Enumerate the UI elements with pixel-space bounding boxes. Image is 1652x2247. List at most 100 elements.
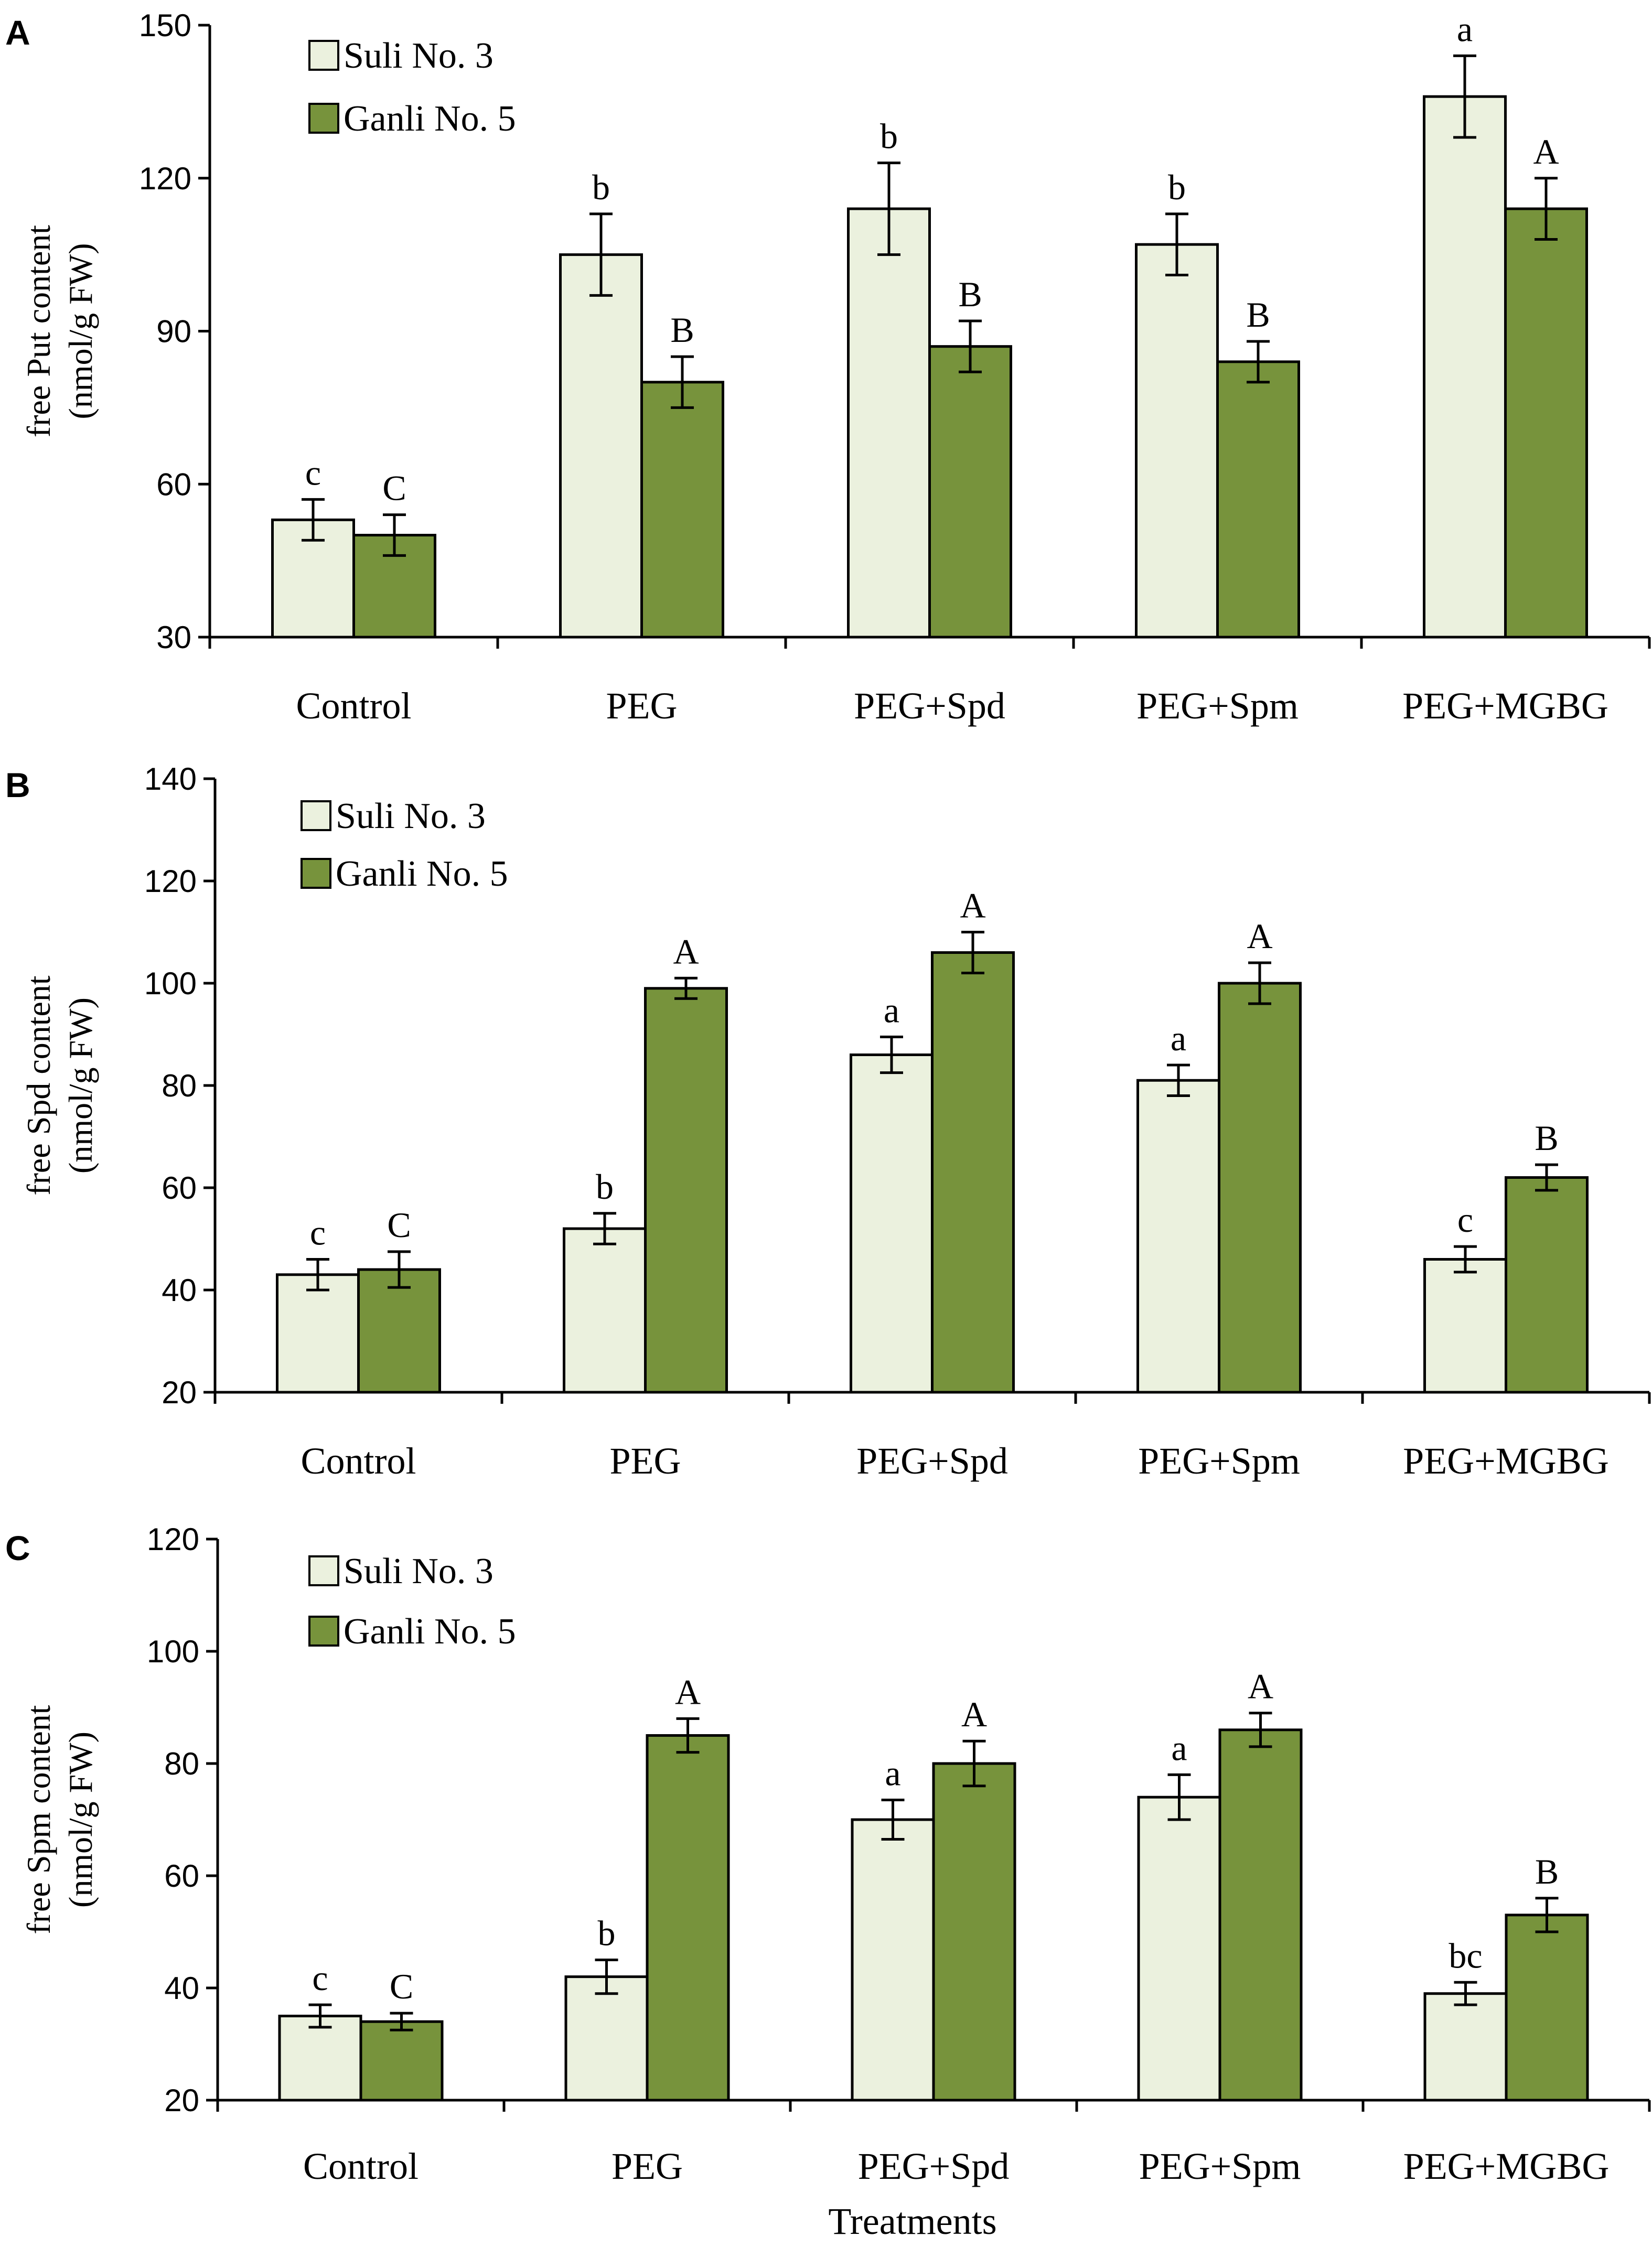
- significance-letter: b: [880, 116, 898, 156]
- significance-letter: A: [1247, 916, 1272, 956]
- bar-suli-peg-mgbg: [1423, 1258, 1507, 1394]
- significance-letter: b: [598, 1913, 616, 1953]
- y-tick-label: 30: [156, 620, 191, 655]
- y-axis-title-units: (nmol/g FW): [62, 243, 99, 420]
- legend-label-suli: Suli No. 3: [344, 1551, 494, 1592]
- y-tick-label: 60: [164, 1858, 199, 1894]
- x-tick-label: PEG: [612, 2145, 683, 2187]
- x-tick-label: PEG+Spm: [1138, 1440, 1300, 1482]
- y-tick-label: 60: [162, 1170, 197, 1206]
- bar-ganli-peg: [646, 1734, 730, 2102]
- bar-ganli-control: [357, 1268, 441, 1394]
- bar-suli-peg-mgbg: [1423, 95, 1507, 639]
- significance-letter: B: [670, 310, 694, 350]
- bar-ganli-peg-mgbg: [1505, 1913, 1589, 2102]
- legend-swatch-suli: [308, 1555, 339, 1586]
- bar-suli-peg-spd: [847, 207, 931, 639]
- x-tick-label: PEG+Spd: [854, 685, 1005, 727]
- bar-suli-peg-spm: [1135, 243, 1219, 639]
- significance-letter: A: [960, 886, 985, 926]
- y-axis-title: free Spd content: [20, 975, 57, 1196]
- bar-suli-peg: [563, 1227, 647, 1394]
- x-tick-label: PEG+Spm: [1136, 685, 1299, 727]
- y-tick-label: 120: [139, 161, 191, 196]
- y-tick-label: 60: [156, 467, 191, 502]
- bar-ganli-peg: [644, 987, 728, 1394]
- y-axis-title-units: (nmol/g FW): [62, 1732, 99, 1908]
- significance-letter: A: [961, 1694, 987, 1734]
- bar-ganli-peg-mgbg: [1505, 1176, 1589, 1394]
- significance-letter: b: [596, 1167, 614, 1207]
- significance-letter: a: [1171, 1018, 1186, 1058]
- y-axis-title-units: (nmol/g FW): [62, 997, 99, 1174]
- bar-ganli-peg-spm: [1218, 1728, 1303, 2102]
- bar-suli-peg-spd: [850, 1053, 934, 1394]
- x-tick-label: PEG+MGBG: [1403, 1440, 1609, 1482]
- x-tick-label: Control: [301, 1440, 416, 1482]
- significance-letter: a: [885, 1754, 900, 1793]
- y-tick-label: 150: [139, 8, 191, 43]
- significance-letter: a: [1457, 9, 1473, 49]
- legend-label-suli: Suli No. 3: [336, 796, 486, 836]
- x-tick-label: PEG: [606, 685, 677, 727]
- bar-ganli-peg-spm: [1218, 982, 1302, 1394]
- significance-letter: bc: [1449, 1936, 1482, 1975]
- significance-letter: B: [1535, 1852, 1559, 1891]
- x-tick-label: PEG: [609, 1440, 681, 1482]
- significance-letter: C: [390, 1966, 413, 2006]
- significance-letter: A: [1533, 132, 1559, 171]
- bar-suli-control: [278, 2015, 362, 2102]
- legend-swatch-ganli: [308, 103, 339, 134]
- legend-label-ganli: Ganli No. 5: [344, 1611, 516, 1652]
- y-axis-title: free Spm content: [20, 1705, 57, 1934]
- bar-suli-peg-spm: [1137, 1796, 1221, 2102]
- significance-letter: c: [310, 1213, 326, 1253]
- x-tick-label: PEG+Spd: [856, 1440, 1008, 1482]
- significance-letter: A: [675, 1672, 701, 1712]
- significance-letter: C: [382, 468, 406, 508]
- y-tick-label: 140: [144, 761, 197, 797]
- legend-label-ganli: Ganli No. 5: [336, 854, 508, 894]
- significance-letter: c: [1457, 1200, 1473, 1240]
- y-tick-label: 100: [147, 1634, 199, 1669]
- x-tick-label: PEG+MGBG: [1403, 2145, 1610, 2187]
- significance-letter: b: [592, 167, 610, 207]
- x-tick-label: PEG+MGBG: [1402, 685, 1608, 727]
- bar-ganli-peg-spd: [931, 951, 1015, 1394]
- y-axis-title: free Put content: [20, 225, 57, 437]
- bar-suli-peg: [559, 253, 643, 639]
- significance-letter: c: [305, 453, 321, 492]
- x-axis-title: Treatments: [828, 2200, 996, 2242]
- bar-suli-control: [276, 1273, 360, 1394]
- x-tick-label: Control: [296, 685, 411, 727]
- significance-letter: C: [387, 1205, 411, 1245]
- legend-swatch-ganli: [301, 858, 331, 889]
- significance-letter: c: [312, 1958, 328, 1998]
- y-tick-label: 100: [144, 966, 197, 1001]
- significance-letter: B: [1246, 295, 1270, 335]
- x-tick-label: PEG+Spm: [1139, 2145, 1301, 2187]
- legend-swatch-suli: [301, 800, 331, 831]
- legend-label-suli: Suli No. 3: [344, 36, 494, 76]
- y-tick-label: 120: [144, 864, 197, 899]
- significance-letter: b: [1168, 167, 1186, 207]
- y-tick-label: 120: [147, 1522, 199, 1557]
- bar-ganli-control: [359, 2020, 444, 2102]
- y-tick-label: 80: [162, 1068, 197, 1103]
- x-tick-label: Control: [303, 2145, 419, 2187]
- legend-swatch-suli: [308, 40, 339, 71]
- bar-ganli-peg-mgbg: [1504, 207, 1588, 639]
- bar-suli-peg-mgbg: [1423, 1992, 1508, 2102]
- panel-letter: C: [5, 1529, 30, 1567]
- y-tick-label: 40: [164, 1971, 199, 2006]
- bar-suli-peg-spm: [1136, 1079, 1220, 1394]
- significance-letter: B: [1535, 1118, 1558, 1158]
- significance-letter: a: [884, 990, 899, 1030]
- y-tick-label: 80: [164, 1746, 199, 1781]
- y-tick-label: 40: [162, 1273, 197, 1308]
- bar-ganli-peg-spd: [932, 1762, 1016, 2102]
